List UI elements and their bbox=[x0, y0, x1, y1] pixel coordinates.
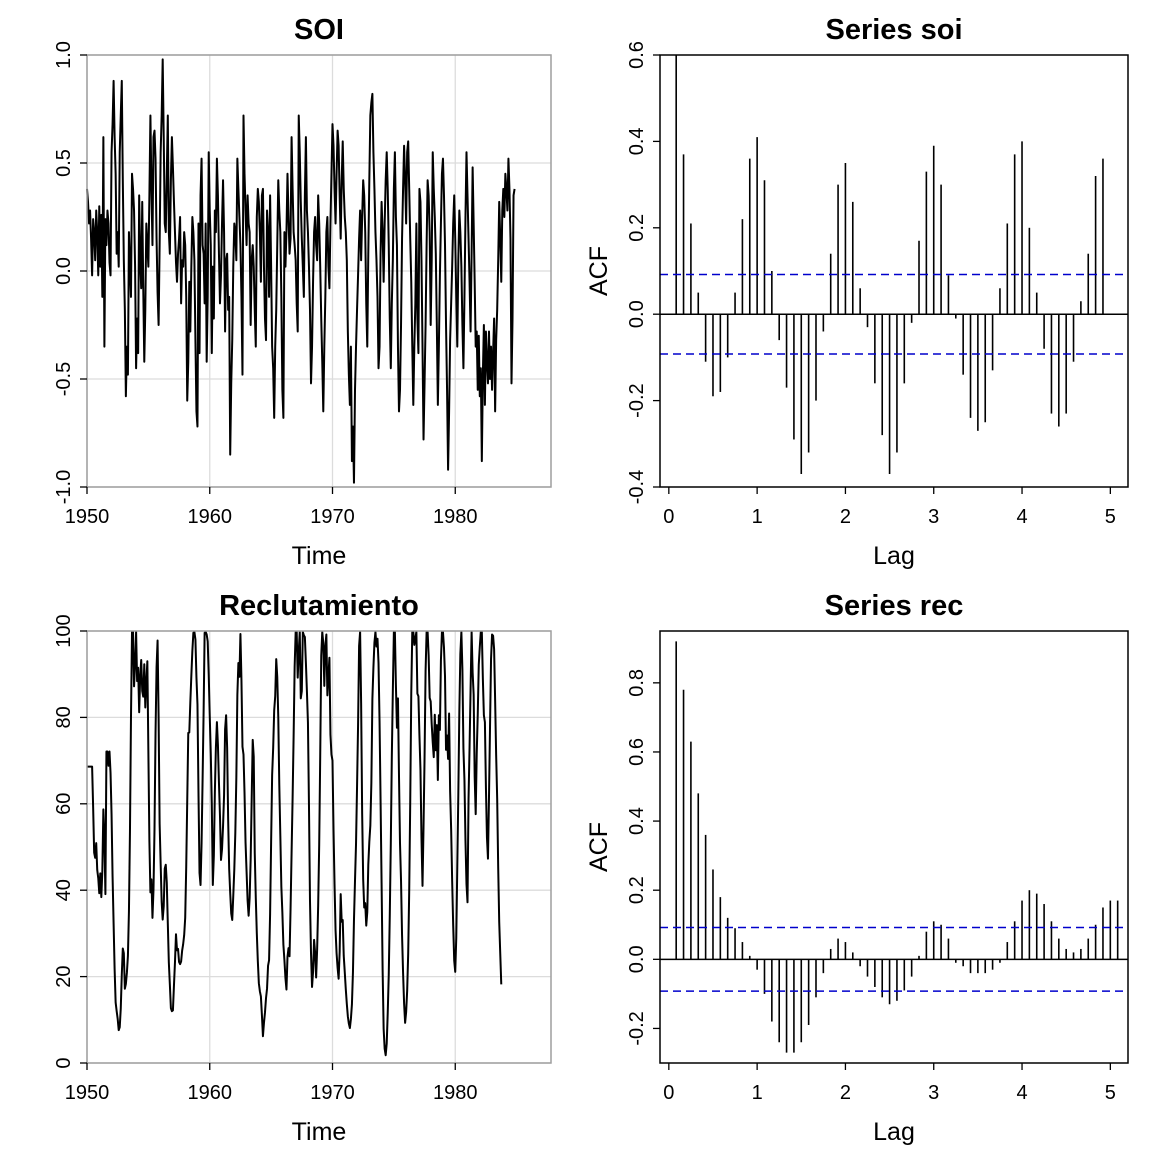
y-tick-label: 0.2 bbox=[626, 214, 648, 242]
y-tick-label: -0.4 bbox=[626, 470, 648, 504]
plot-frame bbox=[86, 630, 552, 1064]
x-tick-label: 1980 bbox=[433, 506, 478, 528]
y-tick-label: 0.2 bbox=[626, 876, 648, 904]
x-tick-label: 0 bbox=[663, 1082, 674, 1104]
y-tick-label: 20 bbox=[53, 965, 75, 987]
y-tick-label: 0.0 bbox=[626, 300, 648, 328]
y-tick-label: 0.8 bbox=[626, 669, 648, 697]
x-tick-label: 2 bbox=[840, 506, 851, 528]
x-tick-label: 2 bbox=[840, 1082, 851, 1104]
series-line-soi bbox=[86, 58, 516, 484]
chart-title: SOI bbox=[294, 14, 344, 46]
series-line-rec bbox=[87, 630, 503, 1057]
x-tick-label: 1980 bbox=[433, 1082, 478, 1104]
y-axis-label: ACF bbox=[585, 822, 613, 872]
x-tick-label: 3 bbox=[928, 506, 939, 528]
y-tick-label: 0.0 bbox=[626, 945, 648, 973]
y-tick-label: 40 bbox=[53, 879, 75, 901]
plot-frame bbox=[659, 630, 1129, 1064]
chart-title: Series rec bbox=[825, 590, 964, 622]
x-tick-label: 1960 bbox=[188, 506, 233, 528]
y-tick-label: 0 bbox=[53, 1057, 75, 1068]
x-tick-label: 1950 bbox=[65, 1082, 110, 1104]
panel-acf-rec: 0 1 2 3 4 5 -0.2 0.0 0.2 0.4 0.6 0.8 Series rec Lag AC… bbox=[585, 590, 1129, 1146]
x-tick-label: 4 bbox=[1016, 506, 1027, 528]
x-tick-label: 1 bbox=[752, 1082, 763, 1104]
x-tick-label: 3 bbox=[928, 1082, 939, 1104]
x-axis-label: Lag bbox=[873, 1118, 915, 1146]
y-tick-label: 80 bbox=[53, 706, 75, 728]
y-tick-label: -0.2 bbox=[626, 383, 648, 417]
panel-soi: 1950 1960 1970 1980 -1.0 -0.5 0.0 0.5 1.0 SOI Time bbox=[53, 14, 552, 570]
y-tick-label: -0.5 bbox=[53, 362, 75, 396]
y-tick-label: 0.6 bbox=[626, 738, 648, 766]
y-tick-label: 0.4 bbox=[626, 127, 648, 155]
y-tick-label: 0.0 bbox=[53, 257, 75, 285]
y-tick-label: 0.5 bbox=[53, 149, 75, 177]
x-axis-label: Time bbox=[292, 1118, 347, 1146]
panel-rec: 1950 1960 1970 1980 0 20 40 60 80 100 Reclutamient… bbox=[53, 590, 552, 1146]
y-tick-label: 0.4 bbox=[626, 807, 648, 835]
x-tick-label: 1950 bbox=[65, 506, 110, 528]
chart-title: Reclutamiento bbox=[219, 590, 419, 622]
x-tick-label: 1970 bbox=[310, 1082, 355, 1104]
y-tick-label: 60 bbox=[53, 793, 75, 815]
x-axis-label: Time bbox=[292, 542, 347, 570]
chart-title: Series soi bbox=[825, 14, 962, 46]
plot-frame bbox=[659, 54, 1129, 488]
y-tick-label: 1.0 bbox=[53, 41, 75, 69]
x-tick-label: 1970 bbox=[310, 506, 355, 528]
x-tick-label: 1 bbox=[752, 506, 763, 528]
y-tick-label: 100 bbox=[53, 614, 75, 647]
y-tick-label: 0.6 bbox=[626, 41, 648, 69]
x-tick-label: 0 bbox=[663, 506, 674, 528]
y-tick-label: -1.0 bbox=[53, 470, 75, 504]
x-tick-label: 5 bbox=[1105, 1082, 1116, 1104]
x-tick-label: 4 bbox=[1016, 1082, 1027, 1104]
x-tick-label: 5 bbox=[1105, 506, 1116, 528]
x-tick-label: 1960 bbox=[188, 1082, 233, 1104]
y-axis-label: ACF bbox=[585, 246, 613, 296]
y-tick-label: -0.2 bbox=[626, 1011, 648, 1045]
x-axis-label: Lag bbox=[873, 542, 915, 570]
panel-acf-soi: 0 1 2 3 4 5 -0.4 -0.2 0.0 0.2 0.4 0.6 Series soi Lag A… bbox=[585, 14, 1129, 570]
